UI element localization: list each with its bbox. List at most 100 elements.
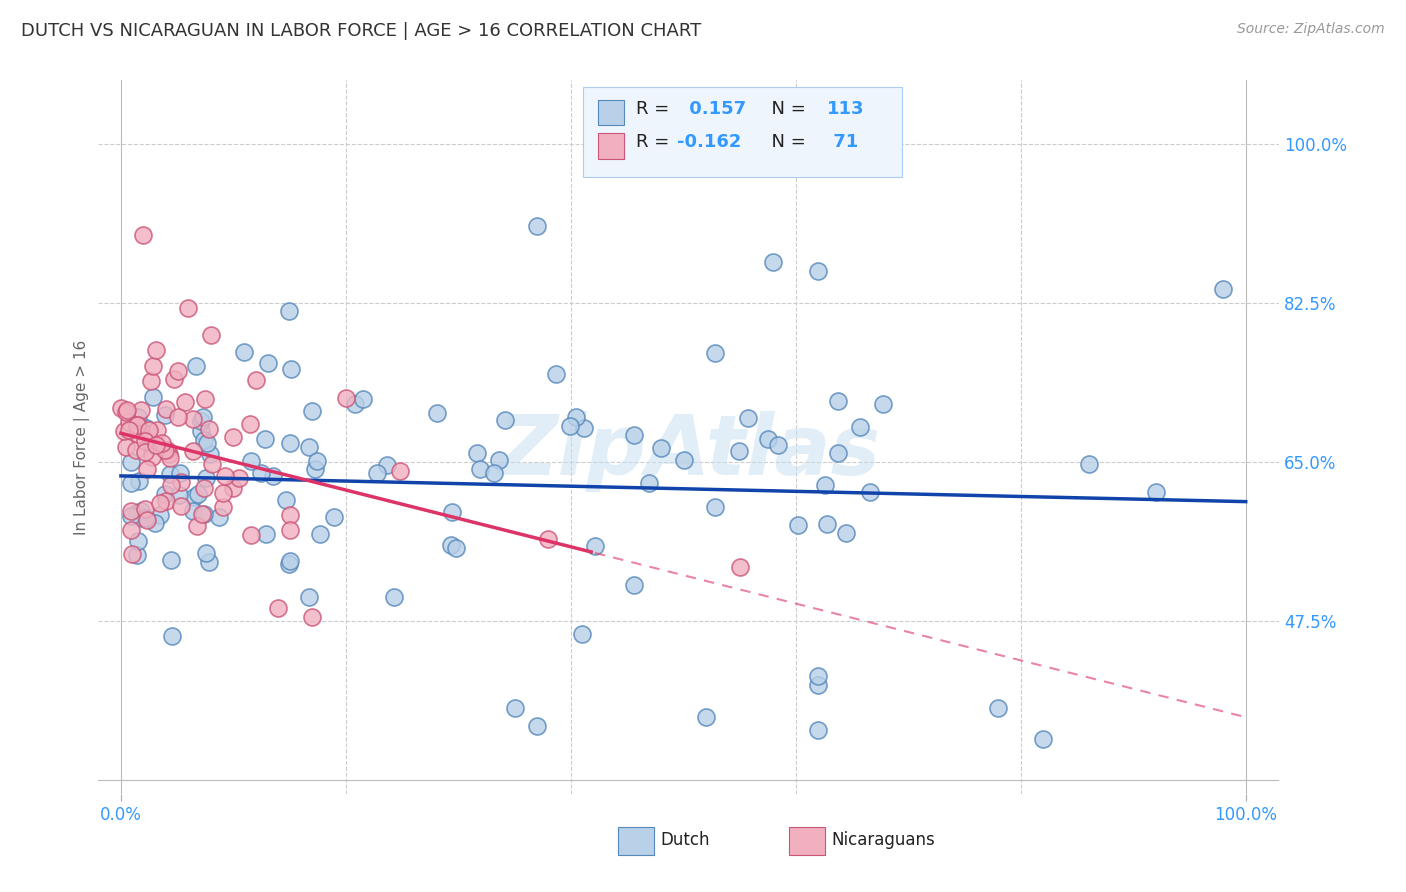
Point	[254, 527, 277, 541]
Point	[115, 440, 138, 454]
Text: ZipAtlas: ZipAtlas	[498, 411, 880, 491]
Point	[239, 528, 262, 542]
Point	[181, 412, 204, 426]
Point	[141, 450, 163, 464]
Point	[198, 554, 221, 568]
Point	[127, 410, 149, 425]
Point	[859, 485, 882, 500]
Point	[149, 496, 172, 510]
Point	[388, 464, 411, 478]
Point	[807, 723, 830, 738]
Point	[650, 442, 672, 456]
Point	[193, 481, 215, 495]
Point	[1212, 282, 1234, 296]
Point	[145, 343, 167, 357]
Point	[426, 406, 449, 420]
Point	[544, 367, 567, 381]
Point	[214, 469, 236, 483]
Point	[262, 468, 284, 483]
Point	[149, 508, 172, 523]
Point	[163, 372, 186, 386]
Point	[574, 421, 596, 435]
Point	[344, 397, 367, 411]
Point	[766, 438, 789, 452]
Point	[145, 438, 167, 452]
Text: Nicaraguans: Nicaraguans	[832, 831, 935, 849]
Point	[186, 519, 208, 533]
Point	[159, 451, 181, 466]
Point	[815, 516, 838, 531]
Point	[115, 402, 138, 417]
Point	[278, 508, 301, 523]
Point	[174, 395, 197, 409]
Point	[193, 410, 215, 425]
Point	[177, 301, 200, 315]
Point	[323, 509, 346, 524]
Point	[228, 471, 250, 485]
Point	[827, 446, 849, 460]
Point	[153, 408, 176, 422]
Point	[136, 461, 159, 475]
Point	[465, 446, 488, 460]
Point	[134, 445, 156, 459]
Point	[482, 466, 505, 480]
Point	[159, 478, 181, 492]
Point	[280, 523, 302, 537]
Point	[135, 511, 157, 525]
Point	[156, 443, 179, 458]
Point	[170, 475, 193, 489]
Point	[200, 327, 222, 342]
Point	[187, 486, 209, 500]
Point	[756, 433, 779, 447]
Point	[127, 418, 149, 433]
Point	[125, 442, 148, 457]
Point	[583, 539, 606, 553]
Point	[987, 700, 1010, 714]
Point	[278, 554, 301, 568]
Point	[153, 487, 176, 501]
Point	[807, 678, 830, 692]
Point	[193, 434, 215, 448]
Point	[155, 443, 177, 458]
Point	[221, 430, 243, 444]
Point	[127, 533, 149, 548]
FancyBboxPatch shape	[598, 100, 624, 125]
Point	[849, 420, 872, 434]
Point	[253, 432, 276, 446]
Point	[695, 709, 717, 723]
Point	[280, 436, 302, 450]
Point	[382, 590, 405, 604]
Point	[814, 478, 837, 492]
Point	[118, 424, 141, 438]
Point	[190, 424, 212, 438]
Point	[278, 304, 301, 318]
Point	[112, 425, 135, 439]
Point	[728, 559, 751, 574]
Point	[1144, 484, 1167, 499]
Point	[184, 359, 207, 374]
Y-axis label: In Labor Force | Age > 16: In Labor Force | Age > 16	[75, 340, 90, 534]
Point	[159, 467, 181, 482]
Point	[366, 466, 388, 480]
Text: 0.157: 0.157	[683, 100, 747, 118]
Point	[208, 510, 231, 524]
Point	[127, 427, 149, 442]
Text: Source: ZipAtlas.com: Source: ZipAtlas.com	[1237, 22, 1385, 37]
Point	[167, 364, 190, 378]
Text: N =: N =	[759, 100, 811, 118]
FancyBboxPatch shape	[598, 133, 624, 159]
Text: 71: 71	[827, 134, 859, 152]
Point	[673, 453, 696, 467]
Point	[488, 453, 510, 467]
Point	[127, 506, 149, 520]
Point	[127, 548, 149, 562]
Point	[191, 508, 214, 522]
Point	[141, 438, 163, 452]
Point	[304, 461, 326, 475]
Point	[276, 493, 298, 508]
Point	[169, 467, 191, 481]
Point	[558, 419, 581, 434]
Point	[120, 454, 142, 468]
Point	[301, 404, 323, 418]
Point	[526, 219, 548, 233]
